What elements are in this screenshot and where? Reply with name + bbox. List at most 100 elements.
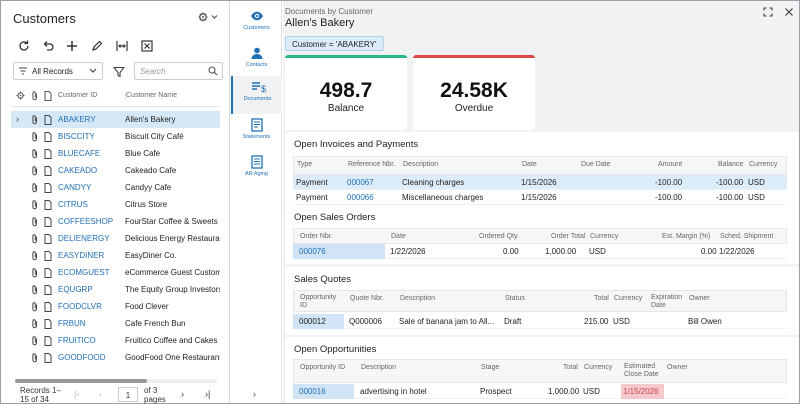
records-filter-select[interactable]: All Records xyxy=(13,62,103,80)
table-row[interactable]: 000012 Q000006 Sale of banana jam to All… xyxy=(293,314,787,329)
customer-id-link[interactable]: ABAKERY xyxy=(58,115,96,124)
col-owner[interactable]: Owner xyxy=(689,295,710,302)
document-icon[interactable] xyxy=(44,268,52,278)
add-icon[interactable] xyxy=(65,39,79,53)
col-currency[interactable]: Currency xyxy=(749,161,778,168)
rail-item-customers[interactable]: Customers xyxy=(231,5,282,43)
attachment-icon[interactable] xyxy=(31,234,39,244)
document-icon[interactable] xyxy=(44,115,52,125)
filter-chip[interactable]: Customer = 'ABAKERY' xyxy=(285,36,384,51)
col-description[interactable]: Description xyxy=(400,295,436,302)
customer-row[interactable]: › ABAKERY Allen's Bakery xyxy=(11,111,220,128)
edit-pencil-icon[interactable] xyxy=(90,39,104,53)
document-icon[interactable] xyxy=(44,319,52,329)
customer-id-link[interactable]: COFFEESHOP xyxy=(58,217,114,226)
col-order-total[interactable]: Order Total xyxy=(551,233,586,240)
attachment-icon[interactable] xyxy=(31,268,39,278)
document-icon[interactable] xyxy=(44,183,52,193)
col-description[interactable]: Description xyxy=(403,161,439,168)
col-type[interactable]: Type xyxy=(297,161,313,168)
scrollbar-thumb[interactable] xyxy=(15,379,147,383)
attachment-icon[interactable] xyxy=(31,251,39,261)
last-page-icon[interactable]: ›| xyxy=(205,389,211,399)
col-opportunity[interactable]: Opportunity ID xyxy=(300,294,336,310)
attachment-icon[interactable] xyxy=(31,183,39,193)
col-close-date[interactable]: Estimated Close Date xyxy=(624,363,659,379)
col-currency[interactable]: Currency xyxy=(584,364,613,371)
customer-id-link[interactable]: CANDYY xyxy=(58,183,92,192)
customer-row[interactable]: BLUECAFE Blue Cafe xyxy=(11,145,220,162)
attachment-icon[interactable] xyxy=(31,285,39,295)
col-description[interactable]: Description xyxy=(361,364,397,371)
column-customer-id[interactable]: Customer ID xyxy=(58,92,98,99)
col-currency[interactable]: Currency xyxy=(614,295,643,302)
customer-row[interactable]: CAKEADO Cakeado Cafe xyxy=(11,162,220,179)
customer-id-link[interactable]: FRBUN xyxy=(58,319,86,328)
customer-row[interactable]: EASYDINER EasyDiner Co. xyxy=(11,247,220,264)
cell-ref-link[interactable]: 000066 xyxy=(347,193,374,202)
document-icon[interactable] xyxy=(44,166,52,176)
search-input[interactable]: Search xyxy=(134,62,223,80)
horizontal-scrollbar[interactable] xyxy=(15,379,217,383)
customer-id-link[interactable]: ECOMGUEST xyxy=(58,268,110,277)
cell-ref-link[interactable]: 000067 xyxy=(347,178,374,187)
undo-icon[interactable] xyxy=(41,39,55,53)
customer-row[interactable]: EQUGRP The Equity Group Investors xyxy=(11,281,220,298)
col-total[interactable]: Total xyxy=(563,364,578,371)
chevron-right-icon[interactable]: › xyxy=(253,389,256,399)
col-balance[interactable]: Balance xyxy=(718,161,744,168)
document-icon[interactable] xyxy=(44,149,52,159)
rail-item-statements[interactable]: Statements xyxy=(231,114,282,152)
table-row[interactable]: Payment 000067 Cleaning charges 1/15/202… xyxy=(293,175,787,190)
customer-id-link[interactable]: FRUITICO xyxy=(58,336,96,345)
col-order[interactable]: Order Nbr. xyxy=(300,233,333,240)
attachment-icon[interactable] xyxy=(31,217,39,227)
kpi-overdue[interactable]: 24.58K Overdue xyxy=(413,55,535,130)
customer-id-link[interactable]: EQUGRP xyxy=(58,285,93,294)
kpi-balance[interactable]: 498.7 Balance xyxy=(285,55,407,130)
rail-item-documents[interactable]: $ Documents xyxy=(231,76,282,114)
grid-settings-icon[interactable] xyxy=(16,91,25,102)
customer-id-link[interactable]: BLUECAFE xyxy=(58,149,101,158)
document-icon[interactable] xyxy=(44,234,52,244)
rail-item-ar-aging[interactable]: AR Aging xyxy=(231,151,282,189)
table-row[interactable]: Payment 000066 Miscellaneous charges 1/1… xyxy=(293,190,787,205)
col-opportunity[interactable]: Opportunity ID xyxy=(300,364,346,371)
page-number-input[interactable]: 1 xyxy=(118,387,138,402)
attachment-icon[interactable] xyxy=(31,200,39,210)
next-page-icon[interactable]: › xyxy=(181,389,184,399)
maximize-icon[interactable] xyxy=(763,7,773,17)
refresh-icon[interactable] xyxy=(17,39,31,53)
col-stage[interactable]: Stage xyxy=(481,364,500,371)
col-amount[interactable]: Amount xyxy=(658,161,683,168)
col-expiration[interactable]: Expiration Date xyxy=(651,294,682,310)
prev-page-icon[interactable]: ‹ xyxy=(99,389,102,399)
col-date[interactable]: Date xyxy=(391,233,406,240)
first-page-icon[interactable]: |‹ xyxy=(74,389,80,399)
customer-row[interactable]: COFFEESHOP FourStar Coffee & Sweets S xyxy=(11,213,220,230)
table-row[interactable]: 000076 1/22/2026 0.00 1,000.00 USD 0.00 … xyxy=(293,244,787,259)
close-icon[interactable] xyxy=(784,7,794,17)
customer-id-link[interactable]: EASYDINER xyxy=(58,251,105,260)
attachment-icon[interactable] xyxy=(31,319,39,329)
col-owner[interactable]: Owner xyxy=(667,364,688,371)
cell-order-link[interactable]: 000076 xyxy=(299,247,326,256)
customer-row[interactable]: CITRUS Citrus Store xyxy=(11,196,220,213)
customer-id-link[interactable]: FOODCLVR xyxy=(58,302,102,311)
document-icon[interactable] xyxy=(44,132,52,142)
table-row[interactable]: 000016 advertising in hotel Prospect 1,0… xyxy=(293,384,787,399)
customer-row[interactable]: FRUITICO Fruitico Coffee and Cakes xyxy=(11,332,220,349)
customer-row[interactable]: CANDYY Candyy Cafe xyxy=(11,179,220,196)
col-shipment[interactable]: Sched. Shipment xyxy=(720,233,774,240)
document-icon[interactable] xyxy=(44,302,52,312)
col-quote[interactable]: Quote Nbr. xyxy=(350,295,384,302)
col-ref[interactable]: Reference Nbr. xyxy=(348,161,396,168)
rail-item-contacts[interactable]: Contacts xyxy=(231,42,282,80)
customer-id-link[interactable]: CAKEADO xyxy=(58,166,98,175)
document-icon[interactable] xyxy=(44,353,52,363)
filter-funnel-icon[interactable] xyxy=(112,65,126,78)
col-due-date[interactable]: Due Date xyxy=(581,161,611,168)
settings-gear-icon[interactable] xyxy=(197,10,223,26)
attachment-icon[interactable] xyxy=(31,149,39,159)
col-ordered-qty[interactable]: Ordered Qty. xyxy=(479,233,519,240)
